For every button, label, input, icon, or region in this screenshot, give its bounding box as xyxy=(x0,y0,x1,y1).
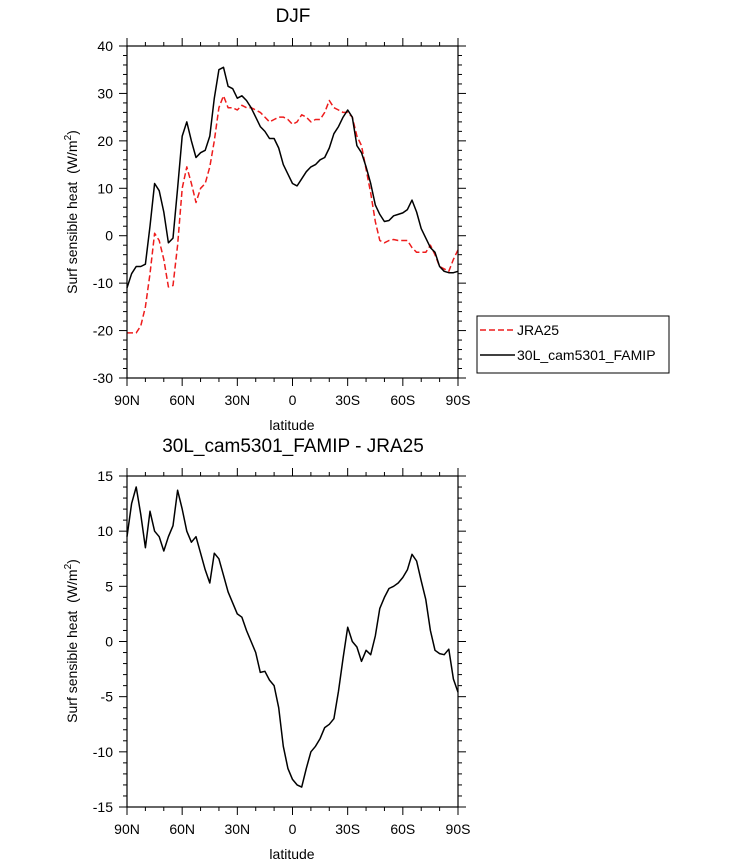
y-tick-label: 0 xyxy=(105,228,113,244)
bottom-chart-y-axis-label: Surf sensible heat (W/m2) xyxy=(63,559,80,723)
x-tick-label: 90N xyxy=(114,821,140,837)
x-tick-label: 30S xyxy=(335,392,360,408)
y-tick-label: -5 xyxy=(101,689,114,705)
y-tick-label: -10 xyxy=(93,275,113,291)
y-tick-label: -20 xyxy=(93,323,113,339)
y-tick-label: 10 xyxy=(97,180,113,196)
y-tick-label: 40 xyxy=(97,38,113,54)
top-chart-y-axis-label: Surf sensible heat (W/m2) xyxy=(63,130,80,294)
x-tick-label: 90N xyxy=(114,392,140,408)
y-tick-label: 5 xyxy=(105,578,113,594)
top-chart-x-axis-label: latitude xyxy=(269,417,314,433)
bottom-chart-title: 30L_cam5301_FAMIP - JRA25 xyxy=(162,436,424,457)
y-tick-label: 30 xyxy=(97,85,113,101)
bottom-chart-tick-labels: 90N 60N 30N 0 30S 60S 90S -15 -10 -5 0 5 10 15 xyxy=(93,468,471,837)
y-tick-label: -15 xyxy=(93,799,113,815)
top-chart-y-axis-label-sup: 2 xyxy=(63,134,74,140)
series-line-famip xyxy=(126,66,459,289)
bottom-chart-x-axis-label: latitude xyxy=(269,846,314,862)
top-chart-y-axis-label-main: Surf sensible heat xyxy=(64,182,80,294)
x-tick-label: 90S xyxy=(446,392,471,408)
x-tick-label: 60N xyxy=(169,821,195,837)
top-chart-legend: JRA25 30L_cam5301_FAMIP xyxy=(476,315,670,374)
bottom-chart-series xyxy=(126,486,459,788)
top-chart-y-axis-label-unit: (W/m xyxy=(64,140,80,173)
y-tick-label: 10 xyxy=(97,523,113,539)
x-tick-label: 60S xyxy=(390,392,415,408)
x-tick-label: 90S xyxy=(446,821,471,837)
top-chart-ticks xyxy=(119,38,466,386)
legend-label-jra25: JRA25 xyxy=(517,322,559,338)
legend-box xyxy=(476,315,670,374)
x-tick-label: 60S xyxy=(390,821,415,837)
y-tick-label: 0 xyxy=(105,634,113,650)
y-tick-label: -30 xyxy=(93,370,113,386)
bottom-chart-y-axis-label-main: Surf sensible heat xyxy=(64,611,80,723)
x-tick-label: 0 xyxy=(289,392,297,408)
bottom-chart-y-axis-label-sup: 2 xyxy=(63,563,74,569)
x-tick-label: 30N xyxy=(224,821,250,837)
bottom-chart-ticks xyxy=(119,468,466,815)
series-line-difference xyxy=(126,486,459,788)
x-tick-label: 30N xyxy=(224,392,250,408)
bottom-chart-y-axis-label-close: ) xyxy=(64,559,80,564)
top-chart-y-axis-label-close: ) xyxy=(64,130,80,135)
y-tick-label: 15 xyxy=(97,468,113,484)
x-tick-label: 0 xyxy=(289,821,297,837)
legend-label-famip: 30L_cam5301_FAMIP xyxy=(517,347,656,363)
top-chart: DJF 90N 60N 30N 0 30S 60S 90S -30 -20 -10 0 10 20 30 4… xyxy=(63,6,470,433)
bottom-chart-plot-frame xyxy=(126,475,459,808)
series-line-jra25 xyxy=(127,95,459,334)
top-chart-title: DJF xyxy=(276,6,311,27)
bottom-chart-y-axis-label-unit: (W/m xyxy=(64,569,80,602)
top-chart-series xyxy=(126,66,459,334)
top-chart-plot-frame xyxy=(126,45,459,379)
y-tick-label: 20 xyxy=(97,133,113,149)
x-tick-label: 60N xyxy=(169,392,195,408)
y-tick-label: -10 xyxy=(93,744,113,760)
top-chart-tick-labels: 90N 60N 30N 0 30S 60S 90S -30 -20 -10 0 10 20 30 40 xyxy=(93,38,471,408)
x-tick-label: 30S xyxy=(335,821,360,837)
bottom-chart: 30L_cam5301_FAMIP - JRA25 90N 60N 30N 0 30S 6… xyxy=(63,436,470,862)
